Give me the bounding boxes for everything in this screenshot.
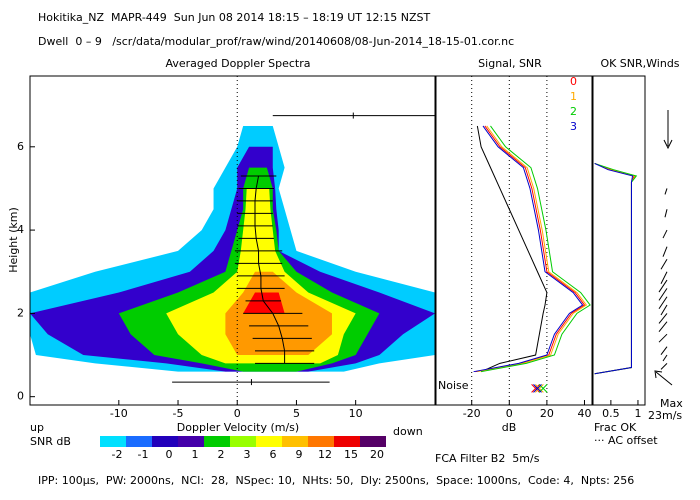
colorbar-box [100, 436, 126, 447]
max-arrow-head [654, 370, 663, 379]
panel-frame [435, 75, 593, 406]
wind-vector [660, 346, 668, 355]
contour-region [243, 292, 285, 314]
frac-line [594, 162, 635, 375]
snr-line [473, 125, 584, 373]
colorbar-tick-label: -2 [112, 448, 123, 461]
panel-frame [592, 75, 646, 406]
noise-marker [531, 383, 540, 393]
x-tick-label: -5 [173, 407, 184, 420]
wind-vector [658, 321, 668, 333]
max-label: Max [660, 397, 683, 410]
x-axis-label: dB [502, 421, 517, 434]
header-title: Hokitika_NZ MAPR-449 Sun Jun 08 2014 18:… [38, 11, 430, 24]
panel-title: Signal, SNR [478, 57, 542, 70]
x-tick-label: 10 [349, 407, 363, 420]
colorbar-label: SNR dB [30, 435, 71, 448]
x-tick-label: 20 [540, 407, 554, 420]
x-tick-label: -10 [110, 407, 128, 420]
mean-velocity [254, 175, 286, 364]
footer: IPP: 100μs, PW: 2000ns, NCI: 28, NSpec: … [38, 474, 634, 487]
direction-label: down [393, 425, 423, 438]
y-tick-label: 0 [17, 390, 24, 403]
colorbar-tick-label: 6 [270, 448, 277, 461]
panel-title: Averaged Doppler Spectra [165, 57, 310, 70]
wind-vector [658, 288, 668, 301]
snr-line [481, 125, 591, 373]
direction-label: up [30, 421, 44, 434]
colorbar-tick-label: 1 [192, 448, 199, 461]
wind-vector [658, 313, 668, 324]
signal-line [476, 125, 548, 373]
panel-frame [29, 75, 436, 406]
y-tick-label: 6 [17, 140, 24, 153]
wind-vector [660, 304, 668, 316]
colorbar-tick-label: 12 [318, 448, 332, 461]
colorbar-tick-label: 0 [166, 448, 173, 461]
colorbar-box [308, 436, 334, 447]
colorbar-box [204, 436, 230, 447]
x-tick-label: 5 [293, 407, 300, 420]
x-tick-label: 0 [506, 407, 513, 420]
legend-entry: 2 [570, 105, 577, 118]
colorbar-box [178, 436, 204, 447]
wind-vector [664, 209, 668, 218]
wind-vector [660, 363, 668, 370]
noise-marker [535, 383, 544, 393]
colorbar-tick-label: 15 [344, 448, 358, 461]
wind-vector [658, 333, 668, 343]
wind-vector [662, 229, 668, 239]
x-tick-label: 0 [234, 407, 241, 420]
x-axis-label: Doppler Velocity (m/s) [177, 421, 299, 434]
y-tick-label: 4 [17, 223, 24, 236]
noise-marker [533, 383, 542, 393]
frac-line [594, 162, 637, 375]
colorbar-box [152, 436, 178, 447]
snr-line [475, 125, 586, 373]
frac-line [594, 162, 638, 375]
max-value: 23m/s [648, 409, 682, 422]
wind-vector [662, 354, 668, 362]
reference-arrow-head [663, 139, 673, 150]
colorbar-box [282, 436, 308, 447]
x-tick-label: 1 [634, 407, 641, 420]
colorbar-box [126, 436, 152, 447]
x-tick-label: -20 [463, 407, 481, 420]
wind-vector [660, 258, 668, 270]
x-axis-label: Frac OK [594, 421, 637, 434]
note: ··· AC offset [594, 434, 658, 447]
colorbar-tick-label: -1 [138, 448, 149, 461]
snr-line [477, 125, 588, 373]
colorbar-box [256, 436, 282, 447]
y-tick-label: 2 [17, 306, 24, 319]
colorbar-tick-label: 2 [218, 448, 225, 461]
panel-title: OK SNR,Winds [600, 57, 679, 70]
x-tick-label: 0.5 [602, 407, 620, 420]
wind-vector [658, 296, 668, 309]
legend-entry: 0 [570, 75, 577, 88]
colorbar-tick-label: 20 [370, 448, 384, 461]
colorbar-box [360, 436, 386, 447]
legend-entry: 3 [570, 120, 577, 133]
colorbar-tick-label: 3 [244, 448, 251, 461]
header-subtitle: Dwell 0 – 9 /scr/data/modular_prof/raw/w… [38, 35, 514, 48]
wind-vector [658, 279, 668, 293]
x-tick-label: 40 [577, 407, 591, 420]
noise-label: Noise [438, 379, 469, 392]
wind-vector [660, 271, 668, 284]
filter-label: FCA Filter B2 5m/s [435, 452, 540, 465]
wind-vector [662, 246, 668, 257]
colorbar-tick-label: 9 [296, 448, 303, 461]
colorbar-box [334, 436, 360, 447]
wind-vector [664, 188, 668, 195]
legend-entry: 1 [570, 90, 577, 103]
y-axis-label: Height (km) [7, 207, 20, 273]
colorbar-box [230, 436, 256, 447]
frac-line [594, 163, 634, 375]
max-arrow [655, 371, 673, 386]
